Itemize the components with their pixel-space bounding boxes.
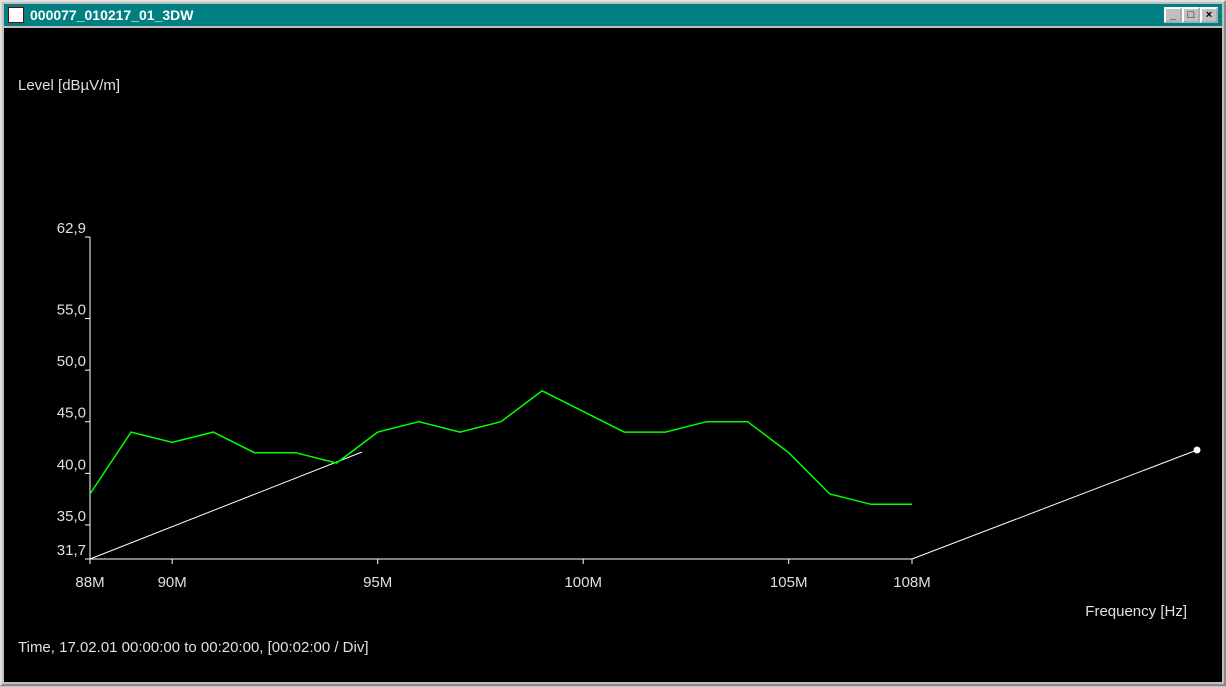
chart-area: Level [dBµV/m] Frequency [Hz] Time, 17.0… — [4, 28, 1222, 682]
app-icon — [8, 7, 24, 23]
depth-axis-end — [1194, 447, 1200, 453]
y-tick-label: 35,0 — [57, 508, 86, 525]
y-tick-label: 40,0 — [57, 456, 86, 473]
x-tick-label: 90M — [158, 574, 187, 591]
window-buttons: _ □ × — [1164, 7, 1218, 23]
window: 000077_010217_01_3DW _ □ × Level [dBµV/m… — [0, 0, 1226, 686]
chart: Level [dBµV/m] Frequency [Hz] Time, 17.0… — [4, 28, 1222, 682]
y-tick-label: 62,9 — [57, 220, 86, 237]
depth-axis-left — [90, 452, 362, 559]
close-button[interactable]: × — [1200, 7, 1218, 23]
x-tick-label: 105M — [770, 574, 808, 591]
depth-axis-right — [912, 450, 1197, 559]
window-title: 000077_010217_01_3DW — [30, 4, 193, 26]
x-axis-label: Frequency [Hz] — [1085, 603, 1187, 620]
x-tick-label: 88M — [75, 574, 104, 591]
y-tick-label: 55,0 — [57, 302, 86, 319]
spectrum-trace — [90, 391, 912, 505]
x-tick-label: 95M — [363, 574, 392, 591]
time-footer: Time, 17.02.01 00:00:00 to 00:20:00, [00… — [18, 639, 369, 656]
y-axis-label: Level [dBµV/m] — [18, 77, 120, 94]
x-tick-label: 108M — [893, 574, 931, 591]
y-tick-label: 50,0 — [57, 353, 86, 370]
x-tick-label: 100M — [564, 574, 602, 591]
minimize-button[interactable]: _ — [1164, 7, 1182, 23]
maximize-button[interactable]: □ — [1182, 7, 1200, 23]
title-bar: 000077_010217_01_3DW _ □ × — [4, 4, 1222, 26]
y-tick-label: 45,0 — [57, 405, 86, 422]
y-tick-label: 31,7 — [57, 542, 86, 559]
depth-axes — [90, 447, 1200, 559]
